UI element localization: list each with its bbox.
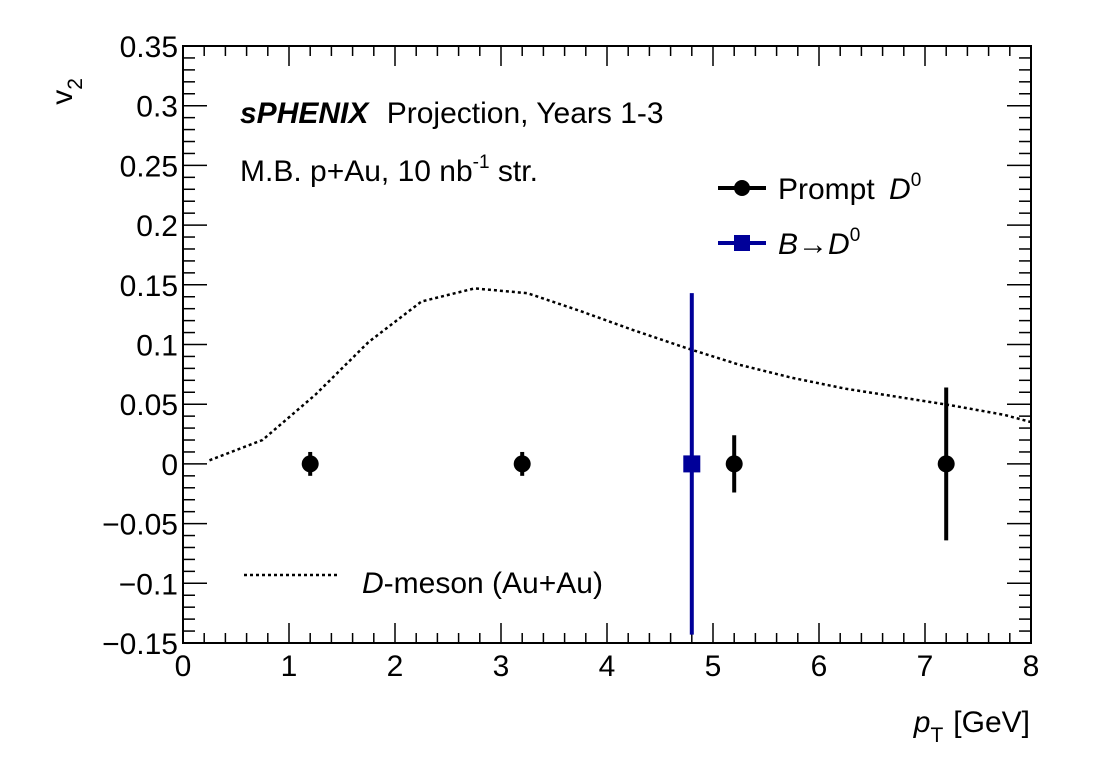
projection-label: Projection, Years 1-3	[387, 97, 664, 130]
system-prefix: M.B. p+Au, 10 nb	[240, 155, 473, 188]
y-axis-subscript: 2	[64, 78, 87, 90]
y-axis-symbol: v	[46, 90, 79, 105]
data-points	[301, 293, 955, 635]
system-annotation: M.B. p+Au, 10 nb-1 str.	[240, 152, 538, 188]
experiment-annotation: sPHENIX Projection, Years 1-3	[240, 97, 664, 130]
prompt-d0-point	[301, 451, 319, 476]
legend-b-marker	[734, 235, 750, 251]
circle-marker	[513, 455, 531, 473]
x-tick-label: 7	[917, 650, 934, 683]
y-tick-label: 0.3	[136, 91, 178, 124]
x-tick-label: 0	[175, 650, 192, 683]
x-axis-title: pT [GeV]	[913, 706, 1030, 747]
experiment-label: sPHENIX	[240, 97, 370, 130]
legend-curve-symbol: D	[362, 567, 384, 600]
system-superscript: -1	[473, 152, 490, 173]
legend-prompt-word: Prompt	[778, 173, 883, 206]
b-to-d0-point	[683, 293, 701, 635]
legend-b-d-symbol: D	[828, 228, 850, 261]
prompt-d0-point	[937, 387, 955, 541]
x-axis-unit: [GeV]	[953, 706, 1030, 739]
legend-b-to-d0: B→D0	[718, 225, 860, 261]
y-tick-label: 0.1	[136, 330, 178, 363]
y-axis-title: v2	[46, 78, 87, 105]
circle-marker	[301, 455, 319, 473]
prompt-d0-point	[725, 435, 743, 493]
prompt-d0-point	[513, 451, 531, 476]
y-tick-label: −0.15	[102, 628, 178, 661]
y-tick-label: 0	[161, 449, 178, 482]
d-meson-auau-curve	[209, 287, 1032, 462]
y-tick-label: 0.25	[120, 150, 178, 183]
y-tick-label: 0.15	[120, 270, 178, 303]
x-tick-label: 4	[599, 650, 616, 683]
y-tick-label: 0.35	[120, 31, 178, 64]
x-tick-label: 1	[281, 650, 298, 683]
y-tick-label: 0.2	[136, 210, 178, 243]
legend-b-text: B→D0	[778, 225, 860, 261]
circle-marker	[725, 455, 743, 473]
legend-prompt-d0: Prompt D0	[718, 170, 921, 206]
axis-tick-labels: 0 1 2 3 4 5 6 7 8 −0.15 −0.1 −0.05 0 0.05 0.1 0.15 0.2 0.…	[102, 31, 1039, 683]
x-tick-label: 3	[493, 650, 510, 683]
square-marker	[683, 455, 701, 473]
legend-b-sup: 0	[850, 225, 861, 246]
legend-b-arrow: →	[798, 228, 828, 261]
legend-prompt-symbol: D	[889, 173, 911, 206]
circle-marker	[937, 455, 955, 473]
x-axis-symbol: p	[913, 706, 931, 739]
x-tick-label: 2	[387, 650, 404, 683]
x-tick-label: 5	[705, 650, 722, 683]
legend-b-symbol: B	[778, 228, 798, 261]
x-axis-subscript: T	[930, 724, 943, 747]
legend-curve-text: D-meson (Au+Au)	[362, 567, 603, 600]
y-tick-label: −0.1	[119, 568, 178, 601]
x-tick-label: 6	[811, 650, 828, 683]
y-tick-label: 0.05	[120, 389, 178, 422]
plot-frame	[182, 45, 1032, 644]
legend-prompt-marker	[734, 180, 750, 196]
axis-ticks	[182, 45, 1032, 644]
x-tick-label: 8	[1023, 650, 1040, 683]
legend-curve-word: -meson (Au+Au)	[384, 567, 603, 600]
y-tick-label: −0.05	[102, 509, 178, 542]
legend-prompt-sup: 0	[911, 170, 922, 191]
legend-d-meson: D-meson (Au+Au)	[244, 567, 603, 600]
legend-prompt-text: Prompt D0	[778, 170, 921, 206]
system-suffix: str.	[490, 155, 538, 188]
